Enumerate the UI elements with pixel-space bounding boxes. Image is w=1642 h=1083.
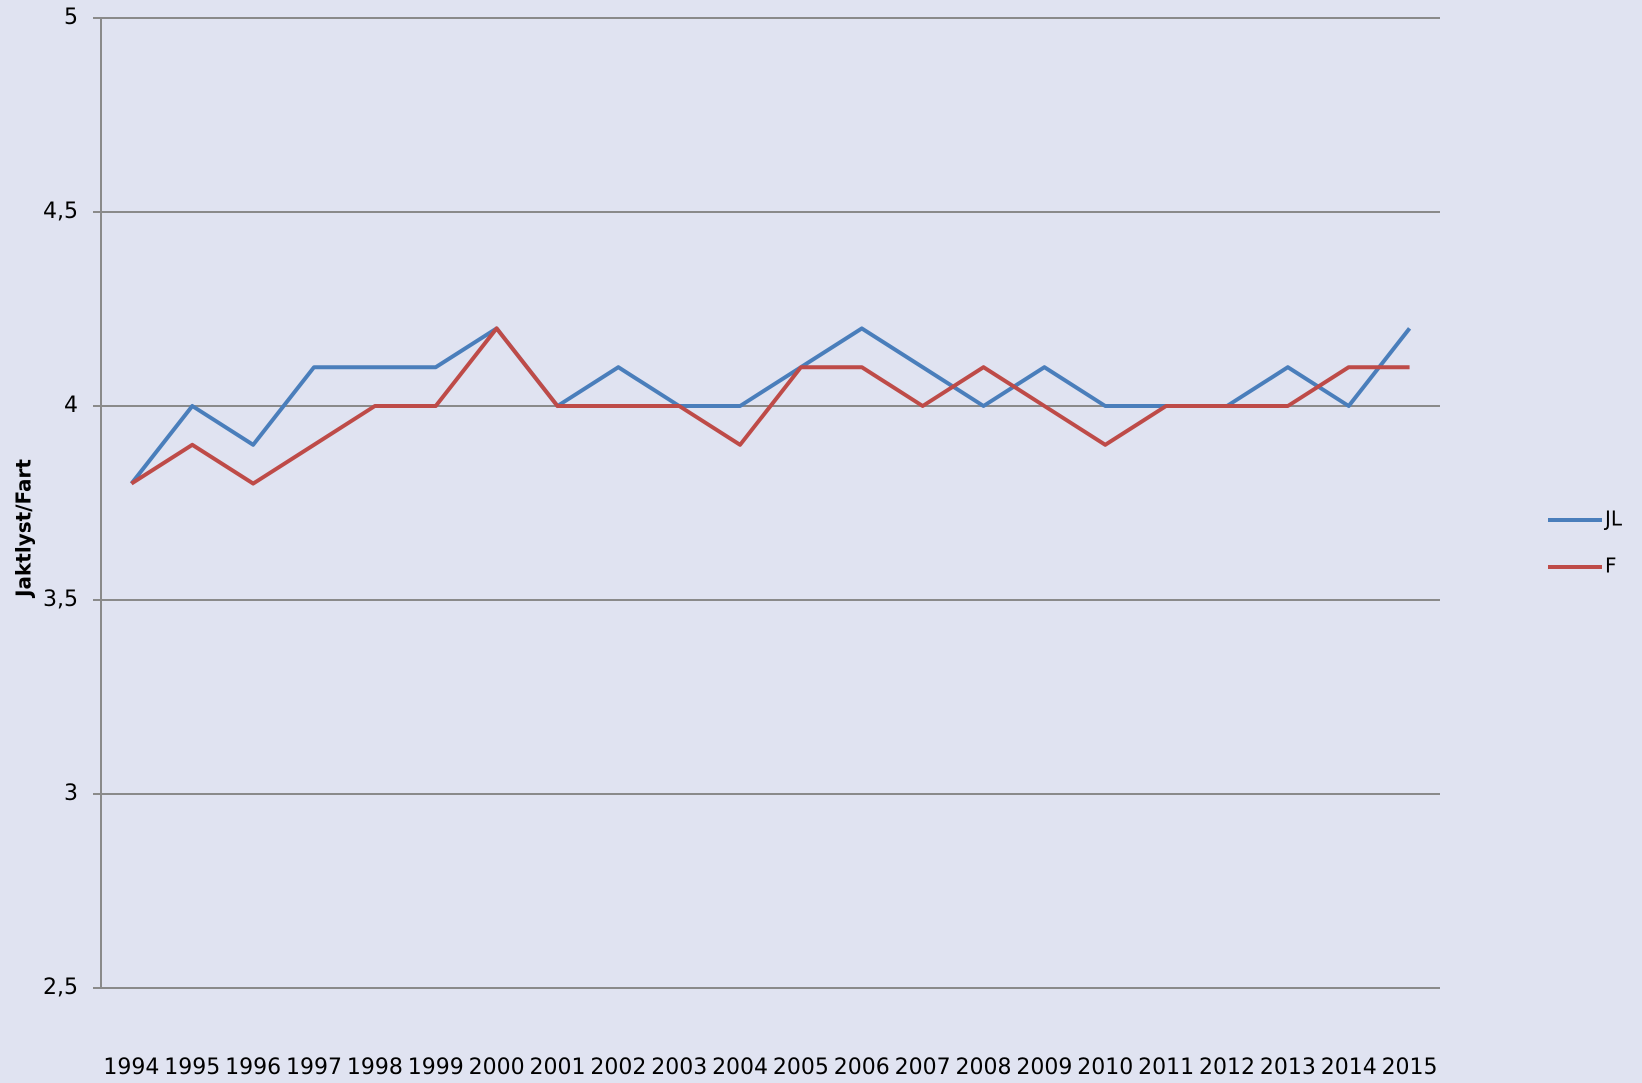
x-tick-label: 2001 <box>529 1055 585 1080</box>
y-tick-label: 4,5 <box>43 199 78 224</box>
y-tick-label: 2,5 <box>43 975 78 1000</box>
x-tick-label: 1997 <box>286 1055 342 1080</box>
x-tick-label: 1998 <box>347 1055 403 1080</box>
x-tick-label: 1996 <box>225 1055 281 1080</box>
x-tick-label: 2008 <box>956 1055 1012 1080</box>
y-tick-label: 3 <box>64 781 78 806</box>
x-tick-label: 2002 <box>590 1055 646 1080</box>
x-tick-label: 2004 <box>712 1055 768 1080</box>
x-tick-label: 1994 <box>103 1055 159 1080</box>
x-tick-label: 2005 <box>773 1055 829 1080</box>
y-tick-label: 5 <box>64 5 78 30</box>
y-axis-label: Jaktlyst/Fart <box>12 459 36 599</box>
x-tick-label: 2006 <box>834 1055 890 1080</box>
x-tick-label: 2011 <box>1138 1055 1194 1080</box>
y-tick-label: 3,5 <box>43 587 78 612</box>
y-tick-label: 4 <box>64 393 78 418</box>
line-series <box>130 326 1410 486</box>
x-tick-label: 2010 <box>1077 1055 1133 1080</box>
x-tick-label: 1995 <box>164 1055 220 1080</box>
x-tick-label: 2013 <box>1260 1055 1316 1080</box>
legend-label: JL <box>1603 507 1623 531</box>
legend-label: F <box>1605 554 1617 578</box>
x-tick-label: 2000 <box>469 1055 525 1080</box>
x-tick-label: 2014 <box>1321 1055 1377 1080</box>
x-tick-label: 2012 <box>1199 1055 1255 1080</box>
x-tick-label: 2003 <box>651 1055 707 1080</box>
x-tick-label: 2009 <box>1016 1055 1072 1080</box>
x-tick-label: 2015 <box>1382 1055 1438 1080</box>
x-tick-label: 1999 <box>408 1055 464 1080</box>
x-tick-label: 2007 <box>895 1055 951 1080</box>
